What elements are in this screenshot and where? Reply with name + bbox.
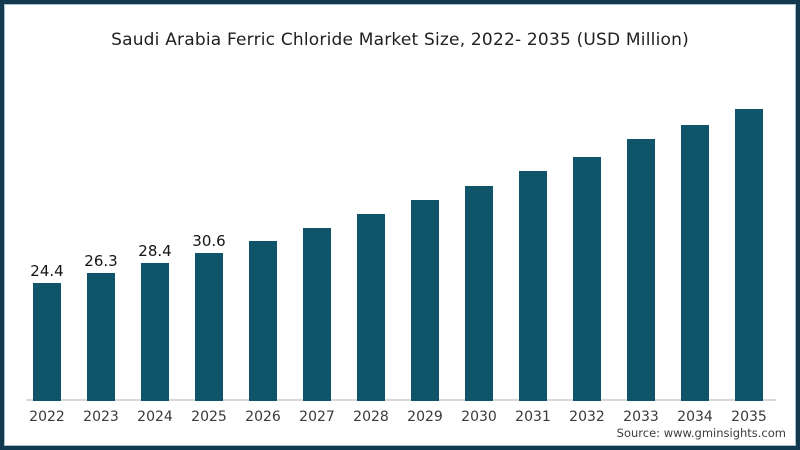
x-tick-2034: 2034 — [677, 409, 713, 425]
x-tick-2026: 2026 — [245, 409, 281, 425]
bar-2032 — [573, 157, 601, 401]
bar-2024 — [141, 263, 169, 401]
x-tick-2023: 2023 — [83, 409, 119, 425]
x-tick-2033: 2033 — [623, 409, 659, 425]
x-axis-line — [26, 399, 776, 401]
x-tick-2029: 2029 — [407, 409, 443, 425]
chart-title: Saudi Arabia Ferric Chloride Market Size… — [111, 30, 689, 50]
x-tick-2028: 2028 — [353, 409, 389, 425]
bar-2023 — [87, 273, 115, 401]
source-attribution: Source: www.gminsights.com — [616, 426, 786, 440]
bar-2035 — [735, 109, 763, 401]
x-tick-2027: 2027 — [299, 409, 335, 425]
bar-2031 — [519, 171, 547, 401]
bar-value-label-2022: 24.4 — [30, 262, 64, 280]
bar-2022 — [33, 283, 61, 401]
x-tick-2030: 2030 — [461, 409, 497, 425]
x-tick-2025: 2025 — [191, 409, 227, 425]
bar-2027 — [303, 228, 331, 401]
bar-2033 — [627, 139, 655, 401]
bar-2030 — [465, 186, 493, 401]
bar-2026 — [249, 241, 277, 401]
bar-value-label-2023: 26.3 — [84, 252, 118, 270]
bar-value-label-2024: 28.4 — [138, 242, 172, 260]
x-tick-2035: 2035 — [731, 409, 767, 425]
x-tick-2022: 2022 — [29, 409, 65, 425]
bar-2029 — [411, 200, 439, 401]
chart-canvas: Saudi Arabia Ferric Chloride Market Size… — [4, 4, 796, 446]
x-tick-2032: 2032 — [569, 409, 605, 425]
x-tick-2031: 2031 — [515, 409, 551, 425]
bar-2025 — [195, 253, 223, 401]
bar-2034 — [681, 125, 709, 401]
bar-2028 — [357, 214, 385, 401]
bar-value-label-2025: 30.6 — [192, 232, 226, 250]
x-tick-2024: 2024 — [137, 409, 173, 425]
